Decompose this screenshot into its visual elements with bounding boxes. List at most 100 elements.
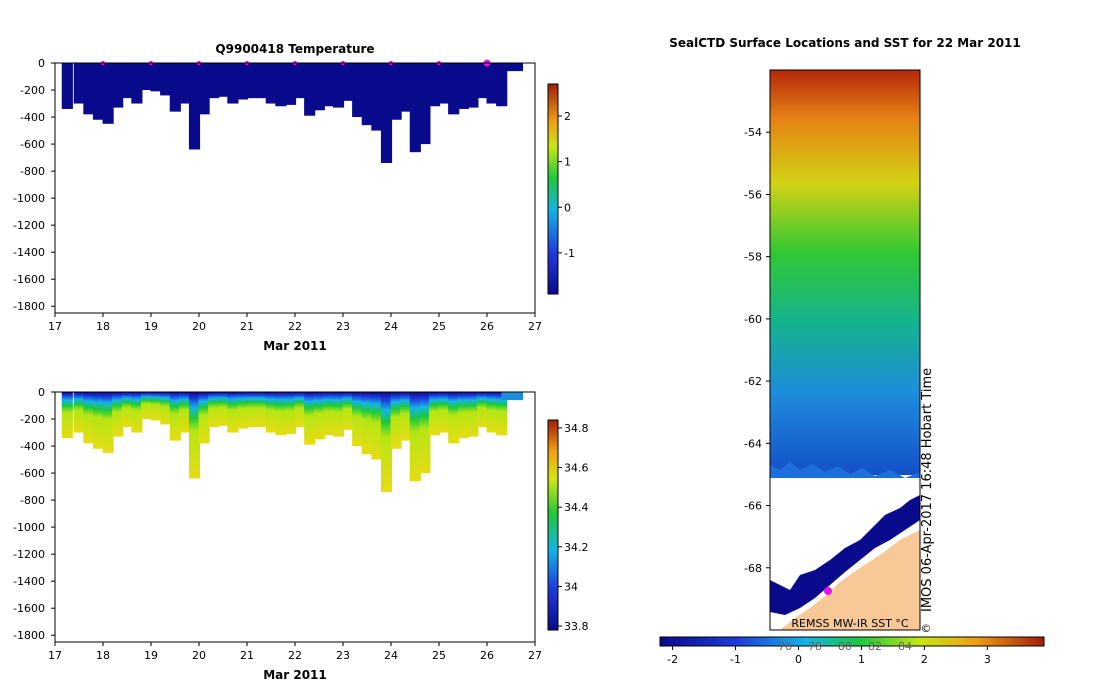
latitude-tick-label: -62: [744, 375, 762, 388]
profile-column: [208, 392, 220, 428]
colorbar-tick-label: 34: [564, 580, 578, 593]
time-tick-label: 25: [432, 649, 446, 662]
profile-column: [236, 392, 249, 429]
profile-column: [361, 63, 373, 126]
seal-location-marker: [824, 587, 832, 595]
profile-column: [265, 392, 277, 433]
antarctic-land: [780, 530, 920, 630]
salinity-panel: 0 -200 -400 -600 -800 -1000 -1200 -1400 -1600 -18…: [13, 386, 588, 682]
salinity-profiles: [61, 392, 523, 492]
profile-column: [131, 63, 143, 104]
copyright-symbol: ©: [921, 622, 932, 635]
sst-colorbar-tick-label: 0: [795, 653, 802, 666]
profile-column: [73, 392, 85, 433]
depth-tick-label: -1200: [13, 219, 45, 232]
longitude-tick-label: 84: [898, 640, 912, 653]
depth-tick-label: -200: [20, 84, 45, 97]
salinity-colorbar: [547, 419, 559, 631]
depth-tick-label: -600: [20, 467, 45, 480]
time-tick-label: 27: [528, 320, 542, 333]
depth-tick-label: -1800: [13, 300, 45, 313]
sst-colorbar-tick-label: 1: [858, 653, 865, 666]
profile-column: [419, 392, 431, 474]
profile-column: [198, 392, 210, 444]
profile-column: [323, 392, 335, 436]
profile-column: [92, 392, 105, 449]
sst-colorbar-tick-label: -2: [667, 653, 678, 666]
depth-tick-label: -1000: [13, 521, 45, 534]
ice-edge: [770, 462, 920, 478]
depth-tick-label: -400: [20, 111, 45, 124]
colorbar-tick-label: 34.6: [564, 462, 589, 475]
profile-column: [313, 392, 325, 440]
profile-column: [448, 392, 460, 444]
profile-column: [227, 63, 239, 104]
time-tick-label: 18: [96, 649, 110, 662]
colorbar-tick-label: 0: [564, 201, 571, 214]
profile-column: [236, 63, 249, 100]
profile-column: [352, 63, 364, 118]
temperature-title: Q9900418 Temperature: [215, 42, 374, 56]
temperature-time-axis: 17 18 19 20 21 22 23 24 25 26 27: [48, 313, 542, 333]
profile-column: [150, 392, 162, 421]
depth-tick-label: -1800: [13, 629, 45, 642]
profile-column: [169, 63, 181, 112]
profile-column: [332, 392, 345, 437]
time-tick-label: 25: [432, 320, 446, 333]
temperature-xlabel: Mar 2011: [263, 339, 327, 353]
time-tick-label: 24: [384, 320, 398, 333]
profile-column: [467, 392, 479, 437]
profile-column: [208, 63, 220, 99]
depth-tick-label: 0: [38, 386, 45, 399]
colorbar-tick-label: 1: [564, 156, 571, 169]
profile-column: [400, 392, 412, 441]
longitude-tick-label: 76: [778, 640, 792, 653]
latitude-tick-label: -56: [744, 188, 762, 201]
sst-colorbar-tick-label: 3: [984, 653, 991, 666]
profile-column: [457, 63, 469, 109]
sst-map-frame: [769, 69, 921, 631]
profile-column: [476, 392, 489, 428]
profile-column: [246, 392, 258, 428]
sst-colorbar-ticks: -2 -1 0 1 2 3: [667, 646, 991, 666]
profile-column: [304, 392, 316, 445]
profile-column: [294, 63, 306, 99]
profile-column: [188, 63, 201, 150]
profile-column: [371, 63, 383, 131]
time-tick-label: 22: [288, 320, 302, 333]
depth-tick-label: -1600: [13, 602, 45, 615]
longitude-tick-label: 78: [808, 640, 822, 653]
time-tick-label: 17: [48, 320, 62, 333]
profile-column: [352, 392, 364, 447]
profile-column: [256, 63, 268, 99]
salinity-depth-axis: 0 -200 -400 -600 -800 -1000 -1200 -1400 -1600 -18…: [13, 386, 55, 642]
profile-column: [92, 63, 105, 120]
profile-column: [304, 63, 316, 116]
profile-column: [217, 392, 229, 426]
temperature-profiles: [61, 63, 523, 163]
profile-column: [323, 63, 335, 107]
latitude-tick-label: -60: [744, 313, 762, 326]
sst-colorbar-tick-label: -1: [730, 653, 741, 666]
time-tick-label: 27: [528, 649, 542, 662]
profile-column: [486, 63, 498, 104]
temperature-panel: Q9900418 Temperature 0 -200 -400 -600 -800 -1…: [13, 42, 575, 353]
profile-column: [501, 392, 523, 401]
colorbar-tick-label: 34.4: [564, 501, 589, 514]
sst-source-label: REMSS MW-IR SST °C: [791, 617, 909, 630]
longitude-tick-label: 82: [868, 640, 882, 653]
profile-column: [438, 392, 450, 433]
profile-column: [284, 63, 297, 105]
sst-colorbar-tick-label: 2: [921, 653, 928, 666]
sst-colorbar: [659, 636, 1045, 647]
profile-column: [476, 63, 489, 99]
colorbar-tick-label: 2: [564, 110, 571, 123]
profile-column: [160, 63, 172, 96]
temperature-depth-axis: 0 -200 -400 -600 -800 -1000 -1200 -1400 -1600 -18…: [13, 57, 55, 313]
salinity-time-axis: 17 18 19 20 21 22 23 24 25 26 27: [48, 642, 542, 662]
longitude-tick-label: 80: [838, 640, 852, 653]
profile-column: [400, 63, 412, 112]
depth-tick-label: -1000: [13, 192, 45, 205]
time-tick-label: 21: [240, 320, 254, 333]
